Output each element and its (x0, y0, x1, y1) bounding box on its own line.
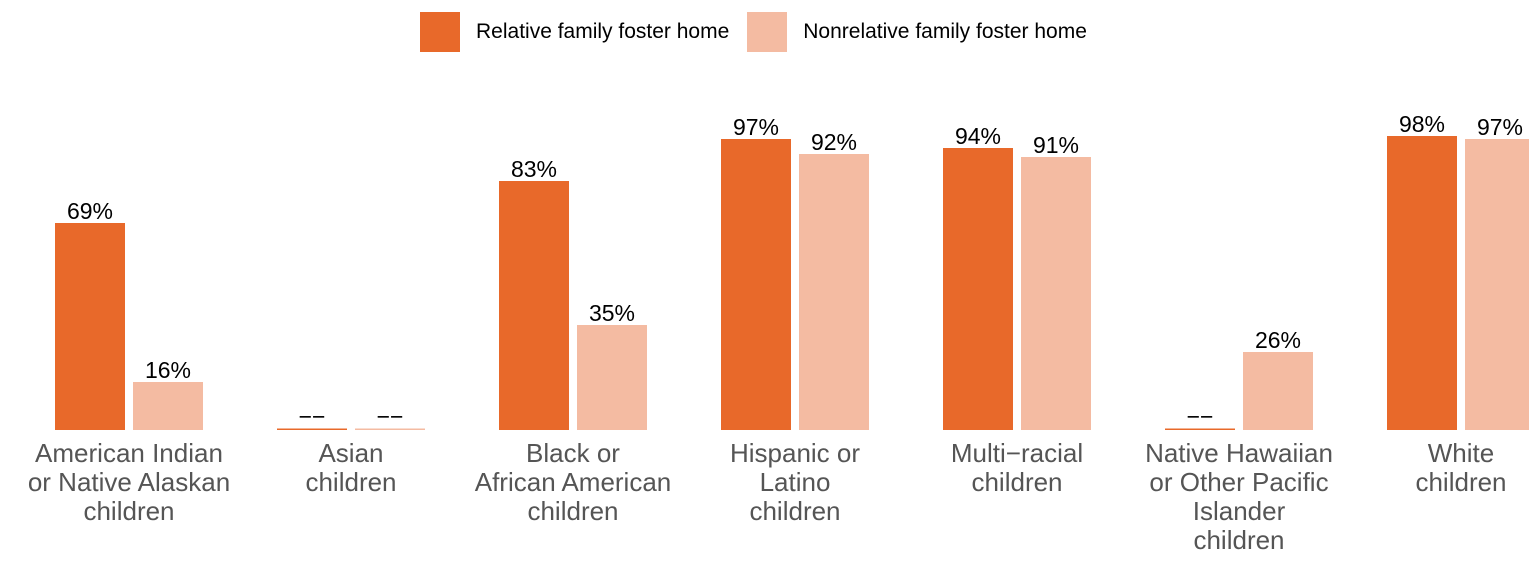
legend-label-relative: Relative family foster home (476, 20, 730, 43)
bar-relative (1387, 136, 1457, 430)
bar-nonrelative (1243, 352, 1313, 430)
bar-value-label: 69% (67, 198, 113, 224)
bar-relative (55, 223, 125, 430)
bar-value-label: 94% (955, 123, 1001, 149)
legend-swatch-relative (420, 12, 460, 52)
legend: Relative family foster home Nonrelative … (420, 12, 1105, 52)
category-label: Black or African American children (475, 438, 672, 526)
legend-label-nonrelative: Nonrelative family foster home (803, 20, 1087, 43)
bar-relative (721, 139, 791, 430)
bar-relative (943, 148, 1013, 430)
bar-value-label: 16% (145, 357, 191, 383)
bar-value-label: 91% (1033, 132, 1079, 158)
category-label: Asian children (305, 438, 396, 497)
bar-nonrelative (1465, 139, 1529, 430)
bar-value-label: 35% (589, 300, 635, 326)
bar-value-label: 26% (1255, 327, 1301, 353)
bar-relative (499, 181, 569, 430)
bar-value-label: 97% (1477, 114, 1523, 140)
bar-value-label: 97% (733, 114, 779, 140)
legend-swatch-nonrelative (747, 12, 788, 52)
category-label: American Indian or Native Alaskan children (28, 438, 230, 526)
category-label: Native Hawaiian or Other Pacific Islander c… (1145, 438, 1333, 555)
category-label: Hispanic or Latino children (730, 438, 860, 526)
bar-value-label: 83% (511, 156, 557, 182)
category-label: Multi−racial children (951, 438, 1083, 497)
category-label: White children (1415, 438, 1506, 497)
bar-value-label: 98% (1399, 111, 1445, 137)
bar-value-label: −− (1187, 404, 1214, 430)
bar-value-label: −− (299, 404, 326, 430)
bar-nonrelative (577, 325, 647, 430)
bar-value-label: −− (377, 404, 404, 430)
bar-value-label: 92% (811, 129, 857, 155)
bar-nonrelative (799, 154, 869, 430)
bar-nonrelative (133, 382, 203, 430)
bar-nonrelative (355, 428, 425, 430)
legend-item-nonrelative: Nonrelative family foster home (747, 12, 1087, 52)
bar-relative (277, 428, 347, 430)
bar-nonrelative (1021, 157, 1091, 430)
legend-item-relative: Relative family foster home (420, 12, 729, 52)
bar-relative (1165, 428, 1235, 430)
